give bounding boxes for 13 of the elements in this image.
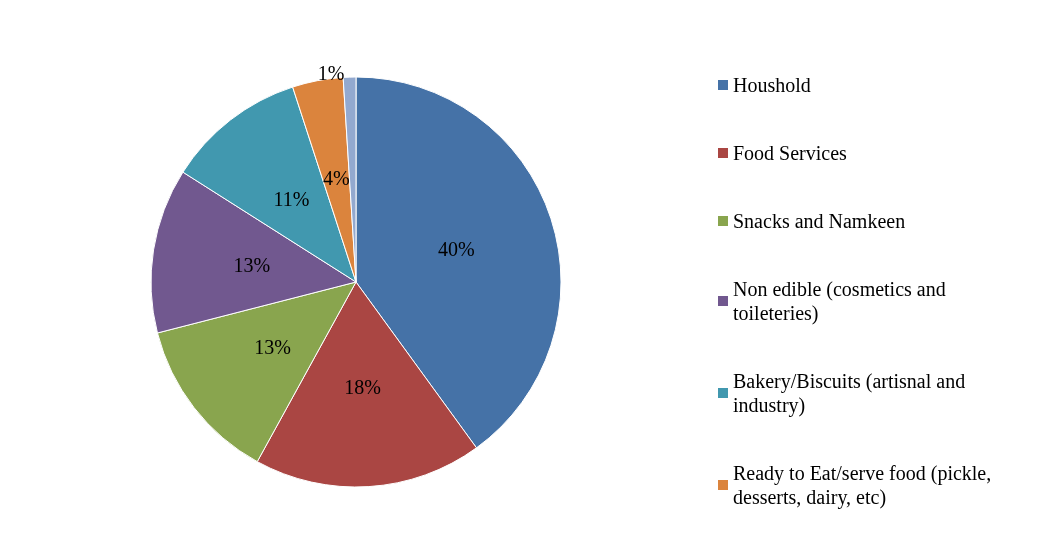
data-label: 40%	[438, 238, 475, 261]
legend-label: Food Services	[733, 142, 848, 164]
data-label: 1%	[317, 62, 345, 85]
data-label: 18%	[344, 376, 381, 399]
data-label: 4%	[322, 167, 350, 190]
legend-label: Ready to Eat/serve food (pickle, desserts, dairy, etc)	[733, 462, 997, 509]
data-label: 11%	[273, 187, 310, 210]
legend-label: Snacks and Namkeen	[733, 210, 906, 232]
data-label: 13%	[233, 254, 271, 277]
legend-label: Non edible (cosmetics and toileteries)	[733, 278, 951, 325]
legend-label: Bakery/Biscuits (artisnal and industry)	[733, 370, 971, 417]
data-label: 13%	[254, 335, 291, 358]
legend-label: Houshold	[733, 74, 811, 96]
